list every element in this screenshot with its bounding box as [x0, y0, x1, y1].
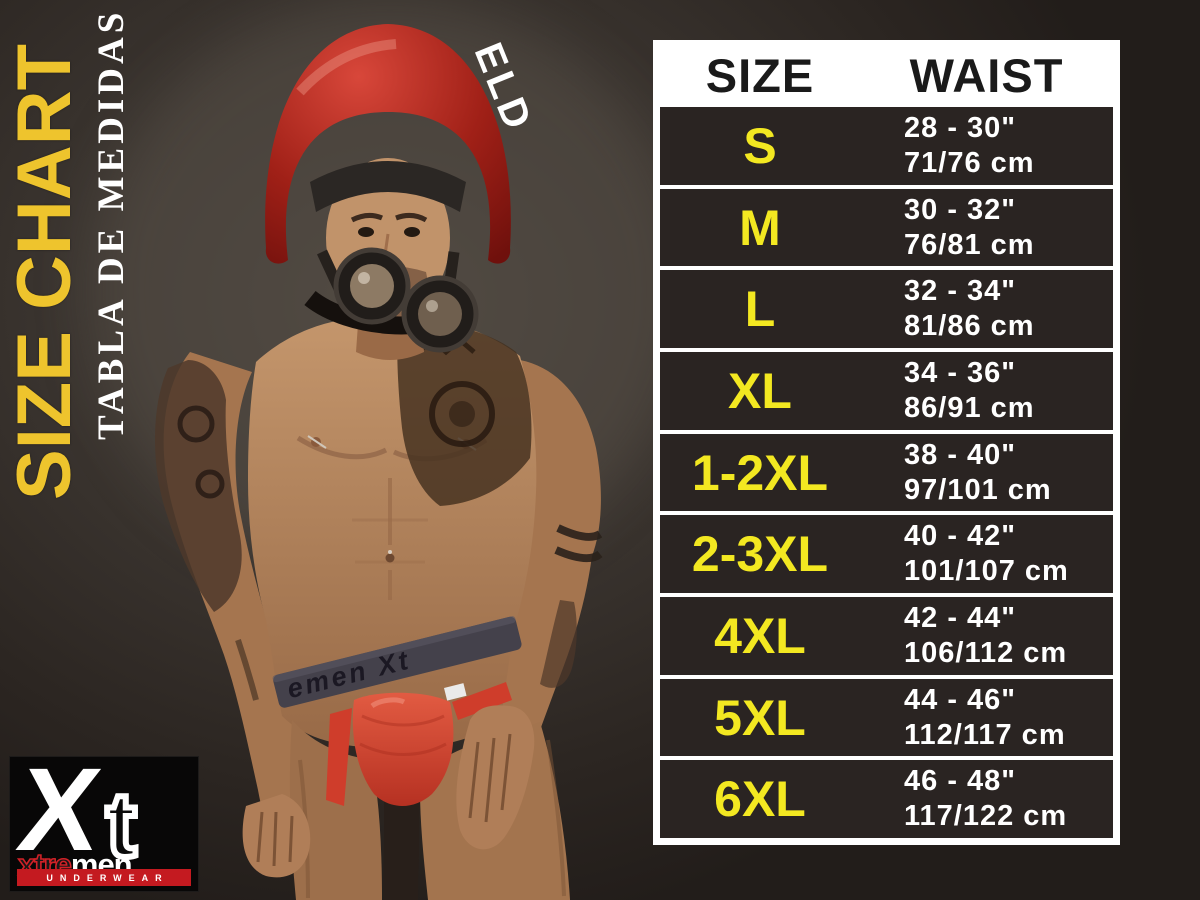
- table-row: 5XL 44 - 46" 112/117 cm: [660, 678, 1113, 757]
- waist-cm: 97/101 cm: [904, 473, 1052, 506]
- table-row: S 28 - 30" 71/76 cm: [660, 107, 1113, 185]
- waist-cell: 28 - 30" 71/76 cm: [860, 111, 1113, 181]
- waist-cell: 32 - 34" 81/86 cm: [860, 274, 1113, 344]
- size-cell: S: [743, 117, 777, 174]
- waist-cm: 117/122 cm: [904, 800, 1068, 833]
- waist-inches: 32 - 34": [904, 275, 1017, 308]
- size-cell: XL: [728, 362, 792, 419]
- navel-piercing: [385, 553, 395, 563]
- left-strap: [326, 708, 352, 806]
- waist-cell: 46 - 48" 117/122 cm: [860, 764, 1113, 834]
- waist-cell: 44 - 46" 112/117 cm: [860, 683, 1113, 753]
- waist-cm: 71/76 cm: [904, 146, 1035, 179]
- table-row: 1-2XL 38 - 40" 97/101 cm: [660, 433, 1113, 512]
- waist-inches: 42 - 44": [904, 601, 1017, 634]
- column-header-waist: WAIST: [909, 48, 1064, 102]
- waist-cell: 30 - 32" 76/81 cm: [860, 193, 1113, 263]
- waist-cell: 34 - 36" 86/91 cm: [860, 356, 1113, 426]
- waist-inches: 44 - 46": [904, 683, 1017, 716]
- waist-inches: 38 - 40": [904, 438, 1017, 471]
- goggles: [304, 247, 479, 353]
- waist-cm: 101/107 cm: [904, 555, 1069, 588]
- waist-cm: 81/86 cm: [904, 310, 1035, 343]
- size-cell: 4XL: [714, 607, 806, 664]
- waist-inches: 30 - 32": [904, 193, 1017, 226]
- logo-t-monogram: t: [103, 774, 140, 876]
- waist-inches: 28 - 30": [904, 111, 1017, 144]
- size-cell: 2-3XL: [691, 526, 829, 583]
- tattoos: [155, 318, 577, 701]
- waist-cell: 42 - 44" 106/112 cm: [860, 601, 1113, 671]
- waist-cell: 40 - 42" 101/107 cm: [860, 519, 1113, 589]
- waist-inches: 46 - 48": [904, 765, 1017, 798]
- helmet-liner: [310, 161, 466, 212]
- size-cell: 6XL: [714, 771, 806, 828]
- column-header-size: SIZE: [705, 48, 815, 102]
- waist-cm: 106/112 cm: [904, 636, 1068, 669]
- size-cell: 1-2XL: [691, 444, 829, 501]
- waist-inches: 34 - 36": [904, 356, 1017, 389]
- table-row: L 32 - 34" 81/86 cm: [660, 270, 1113, 349]
- table-row: XL 34 - 36" 86/91 cm: [660, 352, 1113, 430]
- page-subtitle: TABLA DE MEDIDAS: [91, 8, 132, 440]
- waist-cell: 38 - 40" 97/101 cm: [860, 438, 1113, 508]
- table-row: 6XL 46 - 48" 117/122 cm: [660, 760, 1113, 839]
- size-chart-table: SIZE WAIST S 28 - 30" 71/76 cm M 30 - 32…: [653, 40, 1120, 845]
- table-row: 4XL 42 - 44" 106/112 cm: [660, 597, 1113, 675]
- waist-cm: 76/81 cm: [904, 228, 1035, 261]
- waist-inches: 40 - 42": [904, 520, 1017, 553]
- waist-cm: 112/117 cm: [904, 718, 1066, 751]
- armband-tattoo: [554, 524, 603, 563]
- right-strap: [452, 682, 512, 720]
- page-title: SIZE CHART: [2, 44, 87, 500]
- helmet: [265, 24, 511, 264]
- table-header-row: SIZE WAIST: [660, 47, 1113, 103]
- logo-underwear-bar: UNDERWEAR: [17, 869, 191, 886]
- size-cell: M: [739, 199, 781, 256]
- waist-cm: 86/91 cm: [904, 391, 1035, 424]
- size-cell: L: [744, 281, 776, 338]
- table-row: 2-3XL 40 - 42" 101/107 cm: [660, 515, 1113, 594]
- size-cell: 5XL: [714, 689, 806, 746]
- model-photo: emen Xt: [90, 0, 660, 900]
- table-row: M 30 - 32" 76/81 cm: [660, 188, 1113, 267]
- pouch: [352, 692, 454, 806]
- xtremen-logo: X t xtremen UNDERWEAR: [10, 744, 198, 891]
- hands: [242, 705, 535, 878]
